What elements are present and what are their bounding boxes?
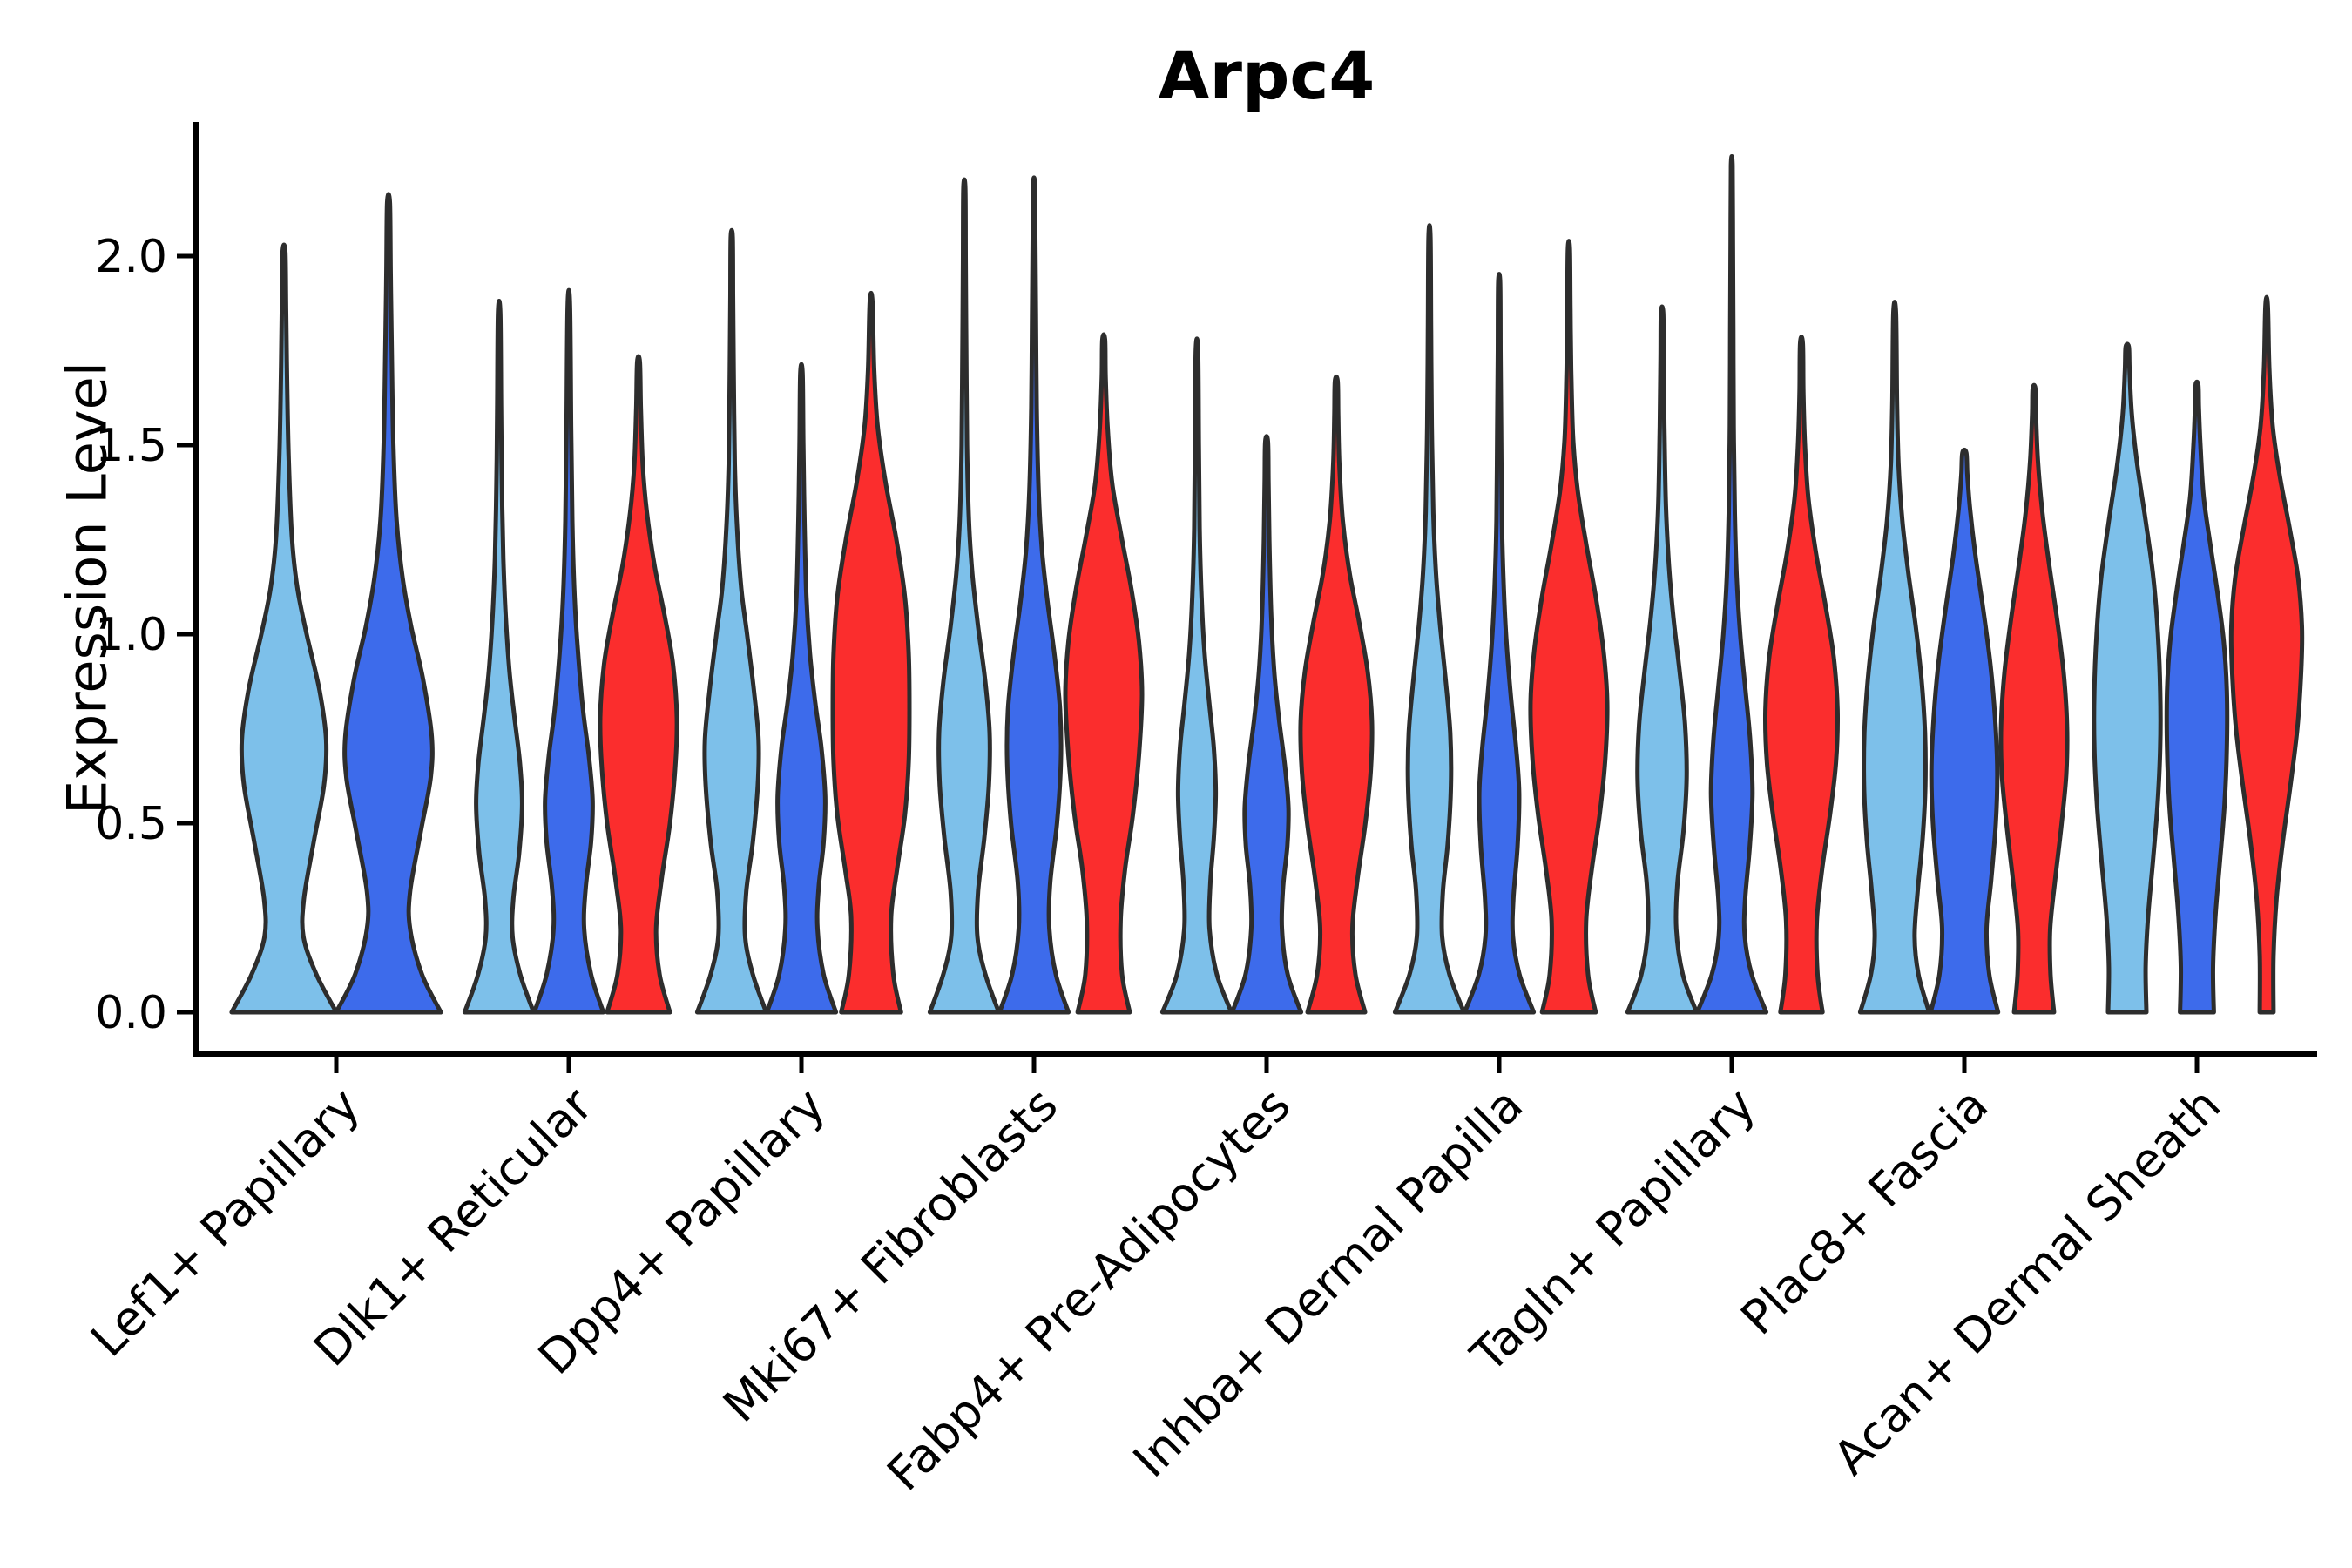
violin-light_blue-dpp4-papillary [694,227,769,1015]
violin-dark_blue-dpp4-papillary [764,362,839,1015]
x-tick-label-plac8-fascia: Plac8+ Fascia [1730,1078,1998,1346]
violin-light_blue-plac8-fascia [1857,300,1932,1015]
violin-light_blue-tagln-papillary [1625,304,1700,1015]
violin-dark_blue-inhba-dermal-papilla [1462,272,1537,1015]
chart-title: Arpc4 [1158,37,1375,114]
violin-red-dlk1-reticular [598,354,679,1015]
violin-dark_blue-lef1-papillary [334,192,443,1015]
y-tick-label: 2.0 [95,231,167,283]
violin-red-mki67-fibroblasts [1063,332,1145,1015]
x-tick-label-fabp4-pre-adipocytes: Fabp4+ Pre-Adipocytes [876,1078,1301,1502]
violin-dark_blue-acan-dermal-sheath [2164,379,2230,1015]
violin-red-tagln-papillary [1763,335,1840,1015]
violin-dark_blue-fabp4-pre-adipocytes [1229,434,1304,1015]
y-tick-label: 1.0 [95,609,167,661]
violin-light_blue-mki67-fibroblasts [927,177,1002,1015]
violin-dark_blue-mki67-fibroblasts [997,175,1071,1015]
violin-red-acan-dermal-sheath [2228,294,2305,1015]
x-tick-label-inhba-dermal-papilla: Inhba+ Dermal Papilla [1123,1078,1533,1488]
violin-red-plac8-fascia [1998,382,2070,1015]
violin-red-fabp4-pre-adipocytes [1298,374,1375,1015]
violin-light_blue-acan-dermal-sheath [2092,341,2163,1015]
y-tick-label: 1.5 [95,420,167,472]
violin-light_blue-fabp4-pre-adipocytes [1159,336,1234,1015]
y-tick-label: 0.0 [95,987,167,1039]
x-tick-label-acan-dermal-sheath: Acan+ Dermal Sheath [1823,1078,2231,1485]
violin-red-inhba-dermal-papilla [1528,239,1610,1015]
violin-dark_blue-dlk1-reticular [531,287,606,1015]
violin-red-dpp4-papillary [830,290,912,1015]
violin-dark_blue-plac8-fascia [1928,448,2001,1015]
y-tick-label: 0.5 [95,798,167,850]
violin-light_blue-dlk1-reticular [462,299,537,1015]
violin-light_blue-lef1-papillary [229,242,339,1015]
violin-light_blue-inhba-dermal-papilla [1392,223,1467,1015]
violin-dark_blue-tagln-papillary [1694,154,1769,1015]
